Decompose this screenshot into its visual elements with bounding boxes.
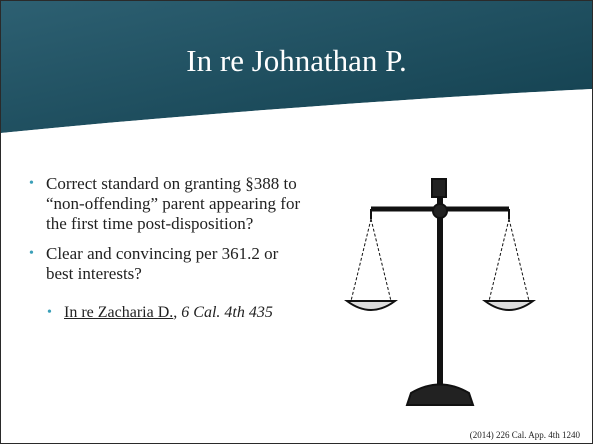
- bullet: Clear and convincing per 361.2 or best i…: [29, 244, 309, 284]
- citation: (2014) 226 Cal. App. 4th 1240: [470, 430, 580, 440]
- slide-title: In re Johnathan P.: [1, 43, 592, 79]
- sub-bullet: In re Zacharia D., 6 Cal. 4th 435: [47, 303, 307, 323]
- sub-bullet-part: 6 Cal. 4th 435: [181, 304, 273, 321]
- bullet-list: Correct standard on granting §388 to “no…: [29, 174, 309, 294]
- sub-bullet-part: In re Zacharia D.: [64, 304, 173, 321]
- scales-illustration: [341, 171, 541, 416]
- slide: In re Johnathan P. Correct standard on g…: [0, 0, 593, 444]
- bullet: Correct standard on granting §388 to “no…: [29, 174, 309, 234]
- sub-bullet-list: In re Zacharia D., 6 Cal. 4th 435: [47, 303, 307, 323]
